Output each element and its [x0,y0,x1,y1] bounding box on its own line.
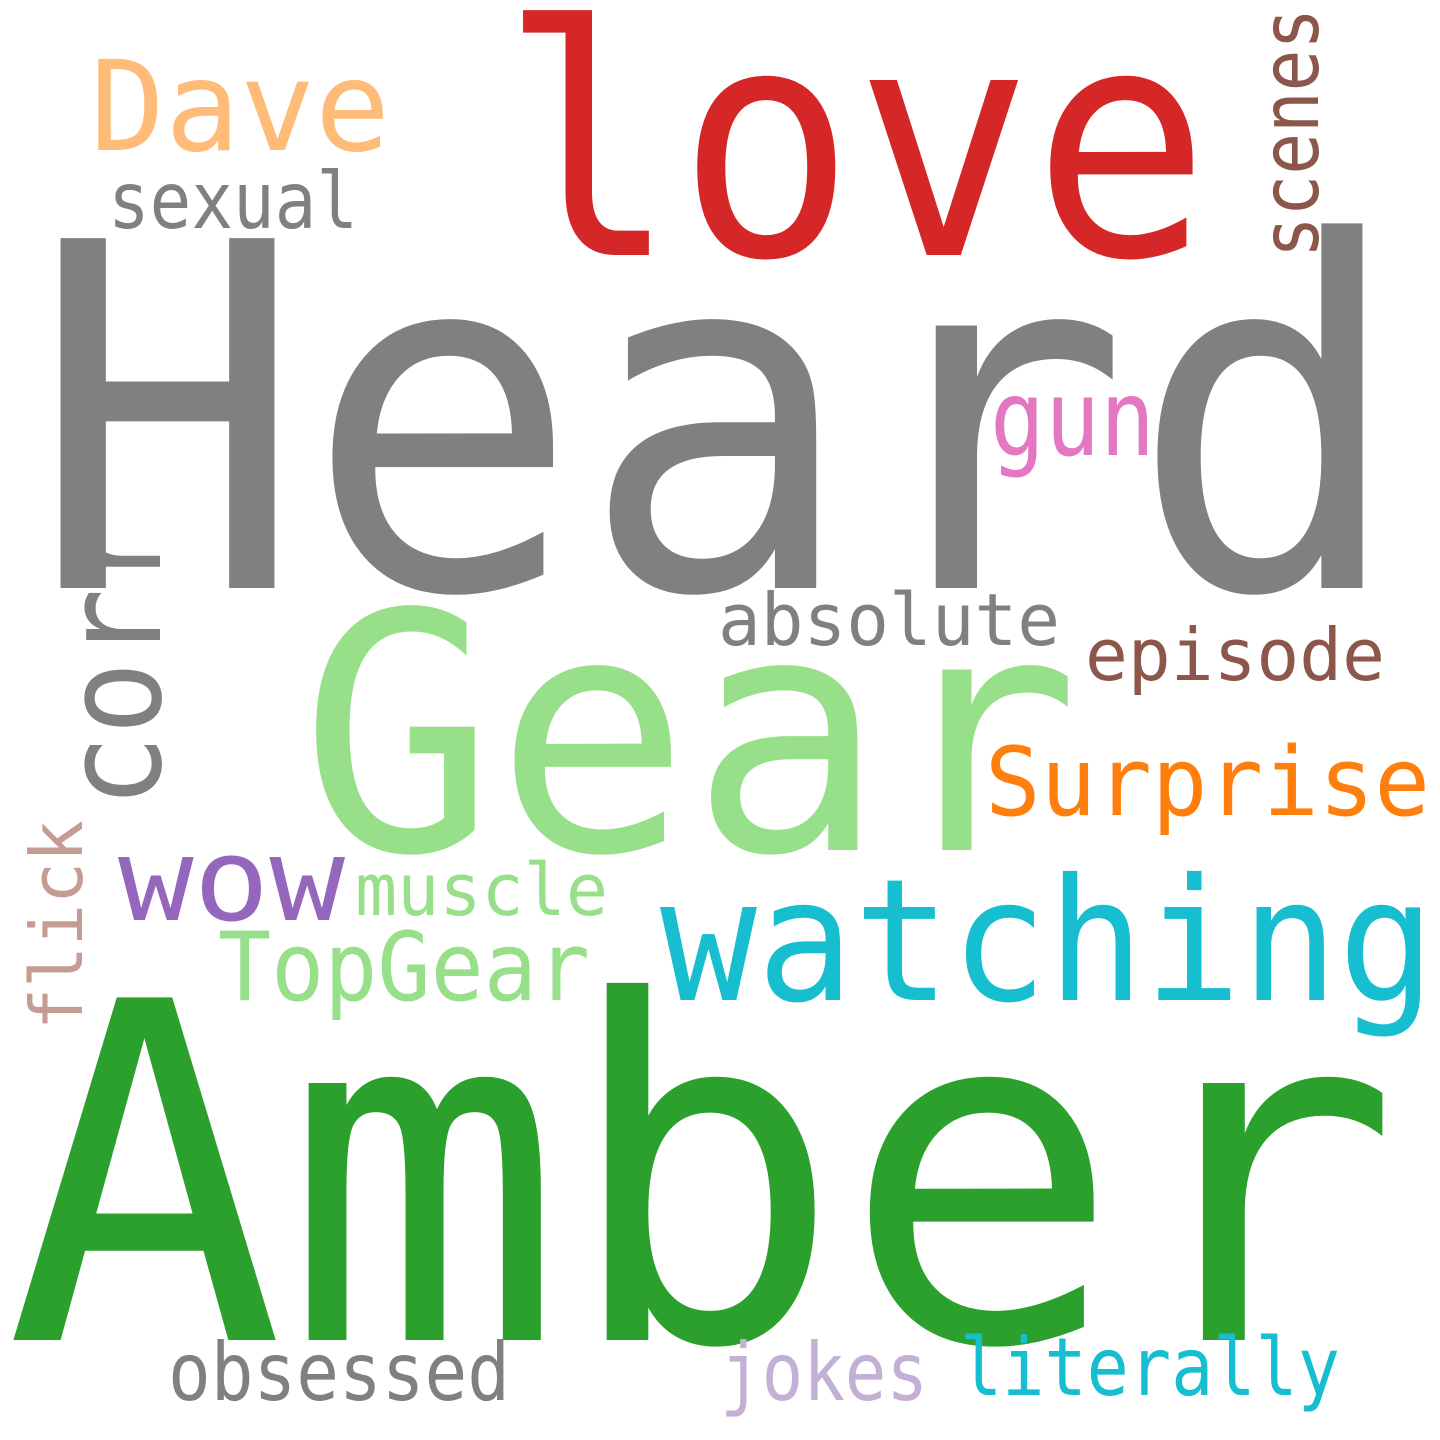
word: sexual [108,157,358,247]
word: Surprise [985,728,1430,838]
word: TopGear [218,913,590,1023]
word: Gear [300,544,1080,928]
word: Amber [5,904,1400,1440]
word: love [500,0,1210,331]
word: Dave [90,35,390,180]
word: watching [660,843,1435,1041]
word: flick [15,820,99,1030]
word: jokes [720,1326,928,1419]
word: gun [990,358,1155,480]
word: Heard [30,143,1405,702]
word: wow [118,814,346,948]
word: corr [35,515,192,808]
word: literally [960,1321,1340,1414]
word: scenes [1244,8,1337,258]
word: obsessed [168,1326,510,1419]
word: absolute [718,578,1060,662]
word: episode [1085,613,1385,697]
word: muscle [355,848,608,932]
